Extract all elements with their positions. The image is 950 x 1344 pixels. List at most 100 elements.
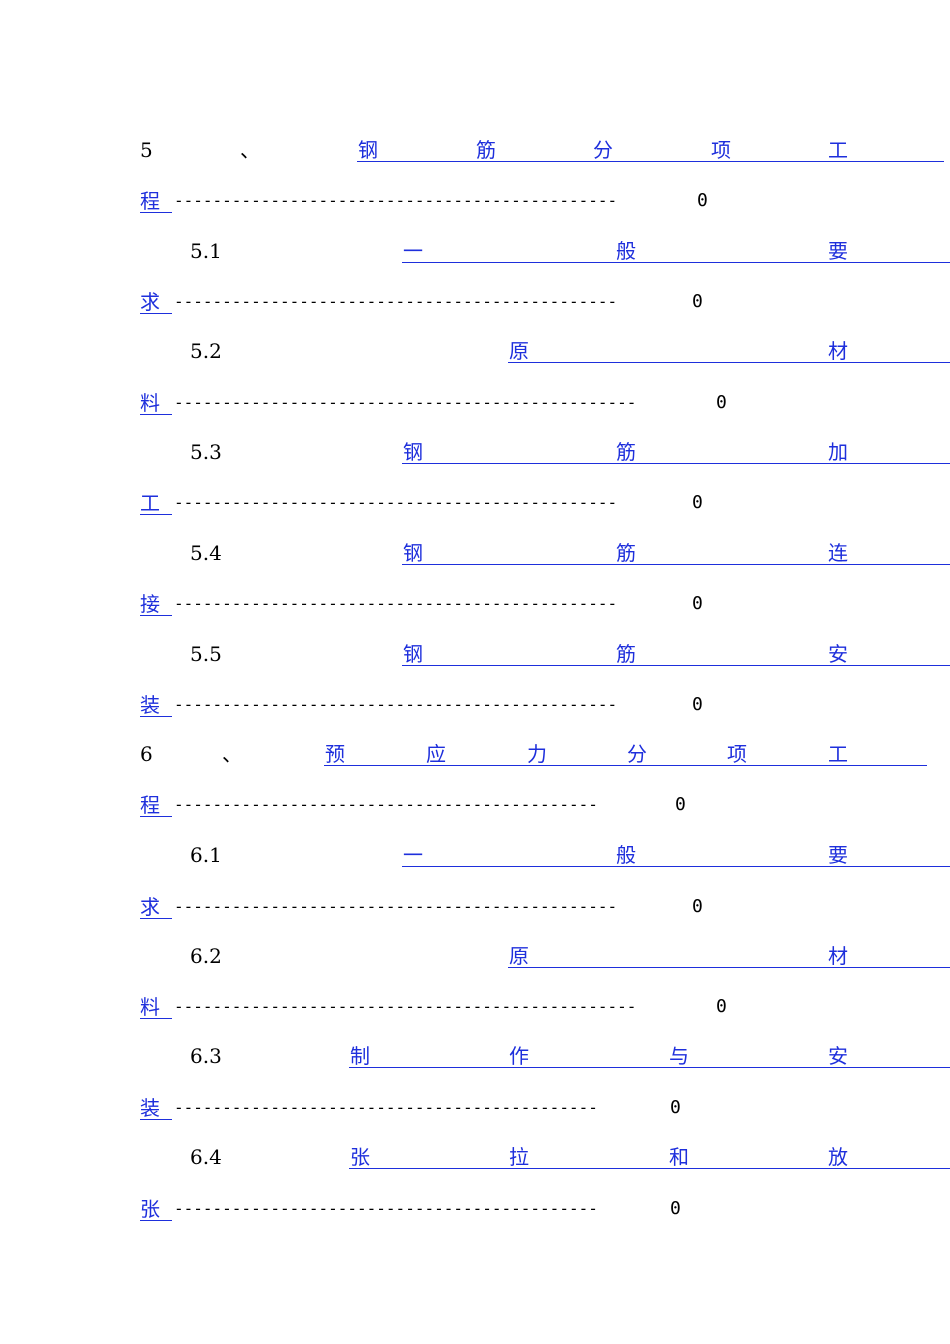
toc-link-underline[interactable] <box>402 538 950 565</box>
toc-link-char[interactable]: 原 <box>509 339 529 363</box>
page-number: 0 <box>692 291 703 312</box>
toc-link-char[interactable]: 加 <box>828 440 848 464</box>
toc-entry-5-line2: 程 --------------------------------------… <box>0 186 950 216</box>
toc-link-underline[interactable] <box>349 1142 950 1169</box>
toc-link-char[interactable]: 原 <box>509 944 529 968</box>
toc-link-char[interactable]: 筋 <box>616 440 636 464</box>
leader-dots: ----------------------------------------… <box>174 1098 598 1117</box>
toc-link-underline[interactable] <box>508 336 950 363</box>
leader-dots: ----------------------------------------… <box>174 493 618 512</box>
toc-link-char[interactable]: 与 <box>669 1044 689 1068</box>
toc-entry-5-1-line1: 5.1 一 般 要 <box>0 236 950 266</box>
toc-link-char[interactable]: 求 <box>140 287 172 314</box>
toc-link-char[interactable]: 般 <box>616 239 636 263</box>
toc-link-underline[interactable] <box>508 941 950 968</box>
toc-link-char[interactable]: 要 <box>828 239 848 263</box>
toc-entry-6-line2: 程 --------------------------------------… <box>0 790 950 820</box>
toc-link-char[interactable]: 工 <box>828 742 848 766</box>
leader-dots: ----------------------------------------… <box>174 393 637 412</box>
toc-entry-5-2-line2: 料 --------------------------------------… <box>0 388 950 418</box>
section-number: 6.4 <box>190 1145 222 1169</box>
page-number: 0 <box>716 996 727 1017</box>
toc-entry-5-4-line2: 接 --------------------------------------… <box>0 589 950 619</box>
toc-link-char[interactable]: 求 <box>140 892 172 919</box>
leader-dots: ----------------------------------------… <box>174 897 618 916</box>
section-number: 6.3 <box>190 1044 222 1068</box>
section-number: 5.5 <box>190 642 222 666</box>
toc-entry-6-3-line1: 6.3 制 作 与 安 <box>0 1041 950 1071</box>
toc-entry-6-4-line2: 张 --------------------------------------… <box>0 1194 950 1224</box>
toc-link-char[interactable]: 筋 <box>476 138 496 162</box>
toc-link-char[interactable]: 筋 <box>616 541 636 565</box>
toc-entry-5-4-line1: 5.4 钢 筋 连 <box>0 538 950 568</box>
toc-link-char[interactable]: 项 <box>711 138 731 162</box>
toc-link-underline[interactable] <box>324 739 927 766</box>
toc-link-char[interactable]: 工 <box>140 488 172 515</box>
toc-link-char[interactable]: 放 <box>828 1145 848 1169</box>
toc-link-char[interactable]: 般 <box>616 843 636 867</box>
toc-link-char[interactable]: 钢 <box>403 541 423 565</box>
toc-link-char[interactable]: 安 <box>828 1044 848 1068</box>
toc-entry-5-1-line2: 求 --------------------------------------… <box>0 287 950 317</box>
toc-link-char[interactable]: 材 <box>828 944 848 968</box>
toc-link-char[interactable]: 程 <box>140 790 172 817</box>
toc-link-underline[interactable] <box>402 437 950 464</box>
toc-link-char[interactable]: 筋 <box>616 642 636 666</box>
toc-link-char[interactable]: 分 <box>627 742 647 766</box>
toc-link-char[interactable]: 接 <box>140 589 172 616</box>
toc-entry-6-2-line2: 料 --------------------------------------… <box>0 992 950 1022</box>
page-number: 0 <box>692 492 703 513</box>
toc-entry-6-line1: 6 、 预 应 力 分 项 工 <box>0 739 950 769</box>
section-number: 6.1 <box>190 843 222 867</box>
toc-entry-6-3-line2: 装 --------------------------------------… <box>0 1093 950 1123</box>
toc-link-char[interactable]: 张 <box>350 1145 370 1169</box>
toc-entry-5-5-line2: 装 --------------------------------------… <box>0 690 950 720</box>
leader-dots: ----------------------------------------… <box>174 795 598 814</box>
page-number: 0 <box>692 694 703 715</box>
toc-link-char[interactable]: 工 <box>828 138 848 162</box>
section-number: 5.2 <box>190 339 222 363</box>
toc-entry-5-2-line1: 5.2 原 材 <box>0 336 950 366</box>
toc-link-char[interactable]: 料 <box>140 992 172 1019</box>
toc-link-char[interactable]: 装 <box>140 1093 172 1120</box>
toc-link-char[interactable]: 和 <box>669 1145 689 1169</box>
toc-entry-6-4-line1: 6.4 张 拉 和 放 <box>0 1142 950 1172</box>
toc-link-char[interactable]: 作 <box>509 1044 529 1068</box>
toc-entry-5-3-line2: 工 --------------------------------------… <box>0 488 950 518</box>
section-number: 5.3 <box>190 440 222 464</box>
section-number: 5 <box>140 138 153 162</box>
toc-link-underline[interactable] <box>357 135 944 162</box>
toc-link-char[interactable]: 一 <box>403 239 423 263</box>
toc-entry-6-1-line1: 6.1 一 般 要 <box>0 840 950 870</box>
toc-link-char[interactable]: 一 <box>403 843 423 867</box>
toc-link-underline[interactable] <box>402 236 950 263</box>
leader-dots: ----------------------------------------… <box>174 695 618 714</box>
toc-link-char[interactable]: 安 <box>828 642 848 666</box>
toc-entry-5-line1: 5 、 钢 筋 分 项 工 <box>0 135 950 165</box>
toc-link-char[interactable]: 拉 <box>509 1145 529 1169</box>
toc-link-underline[interactable] <box>402 840 950 867</box>
toc-link-char[interactable]: 张 <box>140 1194 172 1221</box>
page-number: 0 <box>716 392 727 413</box>
toc-link-char[interactable]: 连 <box>828 541 848 565</box>
toc-link-char[interactable]: 钢 <box>403 642 423 666</box>
toc-link-char[interactable]: 应 <box>426 742 446 766</box>
toc-link-char[interactable]: 装 <box>140 690 172 717</box>
toc-link-char[interactable]: 钢 <box>358 138 378 162</box>
toc-link-char[interactable]: 项 <box>727 742 747 766</box>
toc-link-char[interactable]: 材 <box>828 339 848 363</box>
toc-link-underline[interactable] <box>349 1041 950 1068</box>
page-number: 0 <box>692 896 703 917</box>
page-number: 0 <box>675 794 686 815</box>
toc-link-char[interactable]: 钢 <box>403 440 423 464</box>
toc-link-char[interactable]: 制 <box>350 1044 370 1068</box>
toc-link-char[interactable]: 预 <box>325 742 345 766</box>
page-number: 0 <box>670 1097 681 1118</box>
toc-entry-6-2-line1: 6.2 原 材 <box>0 941 950 971</box>
toc-link-char[interactable]: 力 <box>527 742 547 766</box>
toc-link-underline[interactable] <box>402 639 950 666</box>
toc-link-char[interactable]: 要 <box>828 843 848 867</box>
toc-link-char[interactable]: 料 <box>140 388 172 415</box>
toc-link-char[interactable]: 分 <box>593 138 613 162</box>
toc-link-char[interactable]: 程 <box>140 186 172 213</box>
